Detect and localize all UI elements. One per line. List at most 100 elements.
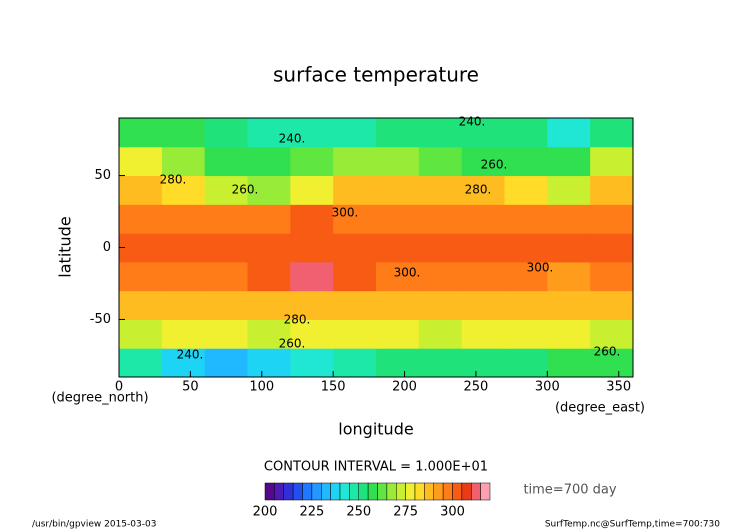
heat-cell (119, 261, 163, 292)
footer-left: /usr/bin/gpview 2015-03-03 (32, 520, 156, 530)
heat-cell (504, 319, 548, 349)
colorbar-box (358, 482, 369, 501)
time-label: time=700 day (523, 483, 616, 498)
heat-cell (290, 348, 334, 378)
heat-cell (333, 175, 377, 205)
heat-cell (119, 290, 163, 320)
heat-cell (290, 146, 334, 177)
heat-cell (547, 290, 591, 320)
colorbar-box (302, 482, 313, 501)
x-tick-label: 100 (249, 380, 274, 395)
heat-cell (161, 319, 206, 349)
x-tick-label: 150 (321, 380, 346, 395)
heat-cell (376, 348, 420, 378)
x-tick-label: 350 (606, 380, 631, 395)
heat-cell (590, 175, 634, 205)
contour-label: 260. (232, 183, 259, 197)
heat-cell (333, 261, 377, 292)
heat-cell (547, 319, 591, 349)
heat-cell (290, 319, 334, 349)
y-units: (degree_north) (51, 391, 148, 406)
colorbar-box (330, 482, 341, 501)
heat-cell (161, 118, 206, 148)
heat-cell (119, 233, 163, 263)
heat-cell (290, 233, 334, 263)
heat-cell (590, 319, 634, 349)
contour-interval: CONTOUR INTERVAL = 1.000E+01 (264, 460, 488, 475)
heat-cell (247, 319, 291, 349)
heat-cell (547, 204, 591, 234)
heat-cell (547, 233, 591, 263)
colorbar-box (471, 482, 481, 501)
heat-cell (590, 233, 634, 263)
heat-cell (161, 204, 206, 234)
contour-label: 260. (594, 345, 621, 359)
colorbar-box (405, 482, 416, 501)
colorbar-box (311, 482, 322, 501)
heat-cell (204, 146, 248, 177)
colorbar-tick-label: 275 (393, 505, 418, 520)
heat-cell (504, 233, 548, 263)
heat-cell (290, 175, 334, 205)
heat-cell (461, 175, 505, 205)
heat-cell (418, 175, 463, 205)
heat-cell (290, 204, 334, 234)
colorbar-box (339, 482, 350, 501)
contour-label: 260. (279, 337, 306, 351)
x-tick-label: 0 (115, 380, 123, 395)
x-tick-label: 200 (392, 380, 417, 395)
colorbar-box (274, 482, 284, 501)
heat-cell (376, 175, 420, 205)
colorbar-box (442, 482, 453, 501)
contour-label: 300. (394, 266, 421, 280)
colorbar-box (480, 482, 491, 501)
colorbar-box (292, 482, 303, 501)
heat-cell (418, 319, 463, 349)
colorbar-tick-label: 200 (253, 505, 278, 520)
heat-cell (461, 319, 505, 349)
heat-cell (333, 319, 377, 349)
colorbar-box (283, 482, 294, 501)
heat-cell (333, 233, 377, 263)
heat-cell (418, 348, 463, 378)
heat-cell (418, 146, 463, 177)
heat-cell (461, 146, 505, 177)
heat-cell (418, 204, 463, 234)
heat-cell (204, 319, 248, 349)
heat-cell (247, 204, 291, 234)
heat-cell (504, 118, 548, 148)
colorbar-box (377, 482, 388, 501)
footer-right: SurfTemp.nc@SurfTemp,time=700:730 (545, 520, 720, 530)
heat-cell (376, 319, 420, 349)
contour-label: 240. (279, 132, 306, 146)
x-tick-label: 300 (535, 380, 560, 395)
heat-cell (590, 348, 634, 378)
colorbar-box (349, 482, 359, 501)
heat-cell (461, 261, 505, 292)
heat-cell (461, 348, 505, 378)
heat-cell (504, 204, 548, 234)
heat-cell (247, 175, 291, 205)
heat-cell (590, 118, 634, 148)
heat-cell (247, 348, 291, 378)
y-tick-label: 0 (103, 240, 111, 255)
heat-cell (590, 204, 634, 234)
contour-label: 280. (465, 183, 492, 197)
heat-cell (161, 146, 206, 177)
colorbar-tick-label: 225 (299, 505, 324, 520)
heat-cell (290, 118, 334, 148)
heat-cell (376, 204, 420, 234)
colorbar-box (386, 482, 397, 501)
heat-cell (376, 118, 420, 148)
heat-cell (204, 233, 248, 263)
colorbar-box (452, 482, 463, 501)
contour-label: 300. (332, 206, 359, 220)
colorbar-box (414, 482, 425, 501)
heat-cell (204, 290, 248, 320)
heat-cell (504, 175, 548, 205)
heat-cell (461, 290, 505, 320)
contour-label: 240. (459, 115, 486, 129)
x-units: (degree_east) (555, 401, 645, 416)
colorbar-box (433, 482, 444, 501)
